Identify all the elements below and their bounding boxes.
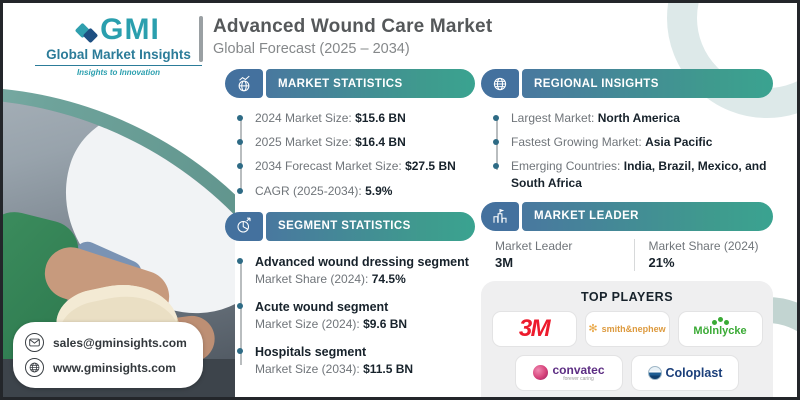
bullet-dot [492,115,499,121]
bullet-dot [492,163,499,170]
top-players-box: TOP PLAYERS 3M ✻ smith&nephew Mölnlycke [481,280,773,397]
globe-icon [481,69,519,98]
page-title-block: Advanced Wound Care Market Global Foreca… [199,16,492,62]
top-players-title: TOP PLAYERS [580,289,674,304]
logo-divider [35,65,202,66]
list-item: 2024 Market Size: $15.6 BN [236,106,475,130]
regional-insights-list: Largest Market: North America Fastest Gr… [492,106,773,195]
segment-statistics-header: SEGMENT STATISTICS [225,211,475,241]
player-card-smith-nephew: ✻ smith&nephew [584,310,670,347]
vertical-divider [633,238,635,271]
list-item: Largest Market: North America [492,106,773,130]
player-card-molnlycke: Mölnlycke [677,310,763,347]
envelope-icon [25,333,44,352]
list-item: Fastest Growing Market: Asia Pacific [492,130,773,154]
market-leader-row: Market Leader 3M Market Share (2024) 21% [495,238,773,271]
website-globe-icon [25,358,44,377]
list-item: CAGR (2025-2034): 5.9% [236,179,475,203]
segment-statistics-list: Advanced wound dressing segment Market S… [236,249,475,384]
bullet-dot [236,302,243,309]
dots-icon [711,317,729,326]
connector-line [240,262,242,365]
left-column: MARKET STATISTICS 2024 Market Size: $15.… [225,69,475,384]
section-title: MARKET LEADER [522,201,773,231]
wound-care-photo [3,99,235,397]
player-card-convatec: convatec forever caring [515,354,623,391]
title-accent-bar [199,16,203,62]
logo-text: GMI [100,13,160,46]
section-title: SEGMENT STATISTICS [266,211,475,241]
player-card-3m: 3M [491,310,577,347]
share-cell: Market Share (2024) 21% [648,239,759,271]
bullet-dot [236,257,243,264]
regional-insights-header: REGIONAL INSIGHTS [481,69,773,98]
bullet-dot [236,187,243,194]
smith-nephew-logo: smith&nephew [601,323,666,334]
list-item: 2025 Market Size: $16.4 BN [236,130,475,154]
contact-website[interactable]: www.gminsights.com [25,355,187,380]
gmi-logo: GMI Global Market Insights Insights to I… [21,13,216,77]
leader-podium-icon [481,201,519,231]
convatec-logo: convatec forever caring [552,362,605,382]
list-item: 2034 Forecast Market Size: $27.5 BN [236,154,475,178]
coloplast-logo: Coloplast [665,365,723,380]
section-title: REGIONAL INSIGHTS [522,69,773,98]
bullet-dot [236,139,243,146]
page-title: Advanced Wound Care Market [213,16,493,37]
leader-cell: Market Leader 3M [495,239,573,271]
list-item: Acute wound segment Market Size (2024): … [236,294,475,339]
page-subtitle: Global Forecast (2025 – 2034) [213,41,410,57]
section-title: MARKET STATISTICS [266,69,475,98]
bullet-dot [236,115,243,121]
market-leader-header: MARKET LEADER [481,201,773,231]
globe-chart-icon [225,69,263,98]
molnlycke-logo: Mölnlycke [693,317,747,337]
bullet-dot [236,347,243,354]
bullet-dot [492,139,499,146]
pie-chart-icon [225,211,263,241]
list-item: Advanced wound dressing segment Market S… [236,249,475,294]
right-column: REGIONAL INSIGHTS Largest Market: North … [481,69,773,397]
logo-tagline: Insights to Innovation [76,68,161,77]
3m-logo: 3M [518,314,551,342]
logo-company-name: Global Market Insights [46,47,191,62]
contact-email[interactable]: sales@gminsights.com [25,330,187,355]
market-statistics-list: 2024 Market Size: $15.6 BN 2025 Market S… [236,106,475,203]
list-item: Hospitals segment Market Size (2034): $1… [236,339,475,384]
coloplast-globe-icon [647,365,662,380]
list-item: Emerging Countries: India, Brazil, Mexic… [492,154,773,194]
bullet-dot [236,163,243,170]
connector-line [240,118,242,191]
contact-card: sales@gminsights.com www.gminsights.com [13,322,203,388]
player-card-coloplast: Coloplast [631,354,739,391]
players-row-1: 3M ✻ smith&nephew Mölnlycke [491,310,763,347]
players-row-2: convatec forever caring Coloplast [491,354,763,391]
market-statistics-header: MARKET STATISTICS [225,69,475,98]
convatec-swirl-icon [533,365,549,381]
sunburst-icon: ✻ [588,323,598,336]
